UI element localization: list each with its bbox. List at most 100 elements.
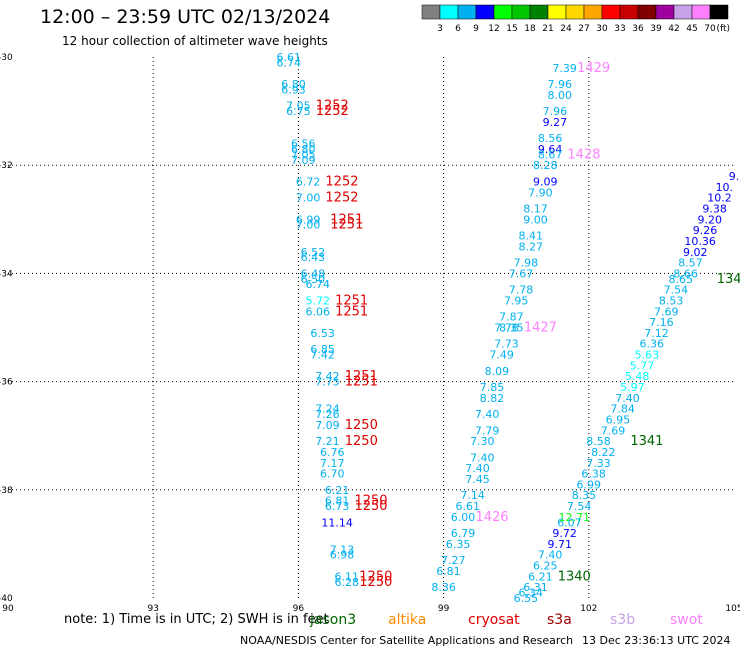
- wave-height-label: 7.96: [543, 105, 568, 118]
- colorbar-label: 21: [542, 24, 553, 34]
- wave-height-label: 9.38: [702, 202, 727, 215]
- track-id-label: 1429: [577, 61, 610, 76]
- wave-height-label: 7.90: [528, 186, 553, 199]
- wave-height-label: 7.00: [296, 219, 321, 232]
- wave-height-label: 6.43: [301, 251, 326, 264]
- wave-height-label: 6.38: [581, 468, 606, 481]
- wave-height-label: 7.42: [310, 349, 335, 362]
- wave-height-label: 7.67: [509, 267, 534, 280]
- wave-height-label: 6.07: [557, 516, 582, 529]
- colorbar-label: 45: [686, 24, 697, 34]
- satellite-legend-swot: swot: [670, 612, 703, 628]
- note-text: note: 1) Time is in UTC; 2) SWH is in fe…: [64, 612, 329, 627]
- track-id-label: 134: [717, 272, 740, 287]
- wave-height-label: 6.56: [291, 138, 316, 151]
- colorbar-label: 18: [524, 24, 536, 34]
- wave-height-label: 6.36: [639, 338, 664, 351]
- data-labels: 6.616.746.806.937.056.756.566.807.057.09…: [276, 51, 740, 605]
- wave-height-label: 6.55: [514, 592, 539, 605]
- colorbar-swatch: [475, 4, 495, 20]
- wave-height-label: 6.28: [335, 576, 360, 589]
- track-id-label: 1428: [567, 147, 600, 162]
- colorbar-swatch: [583, 4, 603, 20]
- wave-height-label: 7.24: [315, 403, 340, 416]
- wave-height-label: 9.72: [552, 527, 577, 540]
- colorbar-label: 70: [704, 24, 716, 34]
- colorbar-label: 15: [506, 24, 517, 34]
- track-id-label: 1426: [475, 510, 508, 525]
- wave-height-label: 7.16: [649, 316, 674, 329]
- colorbar-label: 33: [614, 24, 625, 34]
- colorbar-swatch: [673, 4, 693, 20]
- wave-height-label: 6.06: [306, 305, 331, 318]
- wave-height-label: 7.40: [538, 549, 563, 562]
- wave-height-label: 6.76: [320, 446, 345, 459]
- colorbar-swatch: [439, 4, 459, 20]
- wave-height-label: 7.95: [504, 294, 529, 307]
- track-id-label: 1250: [359, 575, 392, 590]
- wave-height-label: 6.72: [296, 175, 321, 188]
- wave-height-label: 7.78: [509, 284, 534, 297]
- wave-height-label: 11.14: [321, 516, 353, 529]
- wave-height-label: 7.27: [441, 554, 466, 567]
- credit-text: NOAA/NESDIS Center for Satellite Applica…: [240, 634, 574, 647]
- wave-height-label: 6.53: [310, 327, 335, 340]
- y-tick-label: -32: [0, 161, 13, 171]
- satellite-legend-s3b: s3b: [610, 612, 636, 628]
- colorbar-swatch: [529, 4, 549, 20]
- wave-height-label: 8.65: [669, 273, 694, 286]
- wave-height-label: 6.93: [281, 83, 306, 96]
- wave-height-label: 6.95: [606, 413, 631, 426]
- wave-height-label: 6.75: [286, 105, 311, 118]
- y-tick-label: -36: [0, 378, 13, 388]
- colorbar-swatch: [493, 4, 513, 20]
- wave-height-label: 7.54: [664, 284, 689, 297]
- wave-height-label: 6.31: [523, 581, 548, 594]
- wave-height-label: 6.50: [301, 273, 326, 286]
- colorbar-label: 9: [473, 24, 479, 34]
- wave-height-label: 8.57: [678, 257, 703, 270]
- wave-height-label: 7.05: [291, 148, 316, 161]
- wave-height-label: 7.33: [586, 457, 611, 470]
- wave-height-label: 5.77: [630, 359, 655, 372]
- wave-height-label: 7.39: [552, 62, 577, 75]
- x-tick-label: 90: [2, 604, 14, 614]
- track-id-label: 1251: [335, 304, 368, 319]
- wave-height-label: 7.69: [601, 424, 626, 437]
- wave-height-label: 6.74: [306, 278, 331, 291]
- wave-height-label: 6.99: [296, 213, 321, 226]
- colorbar-swatch: [637, 4, 657, 20]
- wave-height-label: 8.27: [518, 240, 543, 253]
- wave-height-label: 6.80: [281, 78, 306, 91]
- wave-height-label: 7.42: [315, 370, 340, 383]
- wave-height-label: 6.11: [335, 570, 360, 583]
- wave-height-label: 7.40: [475, 408, 500, 421]
- colorbar: 3 6 9 12 15 18 21 24 27 30 33 36 39 42 45 70 (ft): [421, 4, 730, 34]
- track-id-label: 1250: [354, 494, 387, 509]
- y-tick-label: -30: [0, 53, 13, 63]
- colorbar-swatch: [421, 4, 441, 20]
- x-tick-label: 96: [293, 604, 305, 614]
- colorbar-label: 42: [668, 24, 679, 34]
- track-id-label: 1251: [330, 212, 363, 227]
- wave-height-label: 6.00: [451, 511, 476, 524]
- wave-height-label: 10.2: [707, 192, 732, 205]
- satellite-legend-altika: altika: [388, 612, 427, 628]
- wave-height-label: 7.49: [489, 349, 514, 362]
- wave-height-label: 8.66: [673, 267, 698, 280]
- wave-height-label: 9.02: [683, 246, 708, 259]
- wave-height-label: 6.74: [276, 56, 301, 69]
- wave-height-label: 9.71: [548, 538, 573, 551]
- track-id-label: 1252: [325, 174, 358, 189]
- wave-height-label: 6.21: [528, 570, 553, 583]
- wave-height-label: 7.84: [610, 403, 635, 416]
- wave-height-label: 7.73: [494, 338, 519, 351]
- x-tick-label: 93: [147, 604, 158, 614]
- wave-height-label: 7.79: [475, 424, 500, 437]
- wave-height-label: 7.85: [480, 381, 505, 394]
- wave-height-label: 9.64: [538, 143, 563, 156]
- wave-height-label: 8.53: [659, 294, 684, 307]
- colorbar-swatch: [655, 4, 675, 20]
- colorbar-unit: (ft): [716, 24, 730, 34]
- y-tick-labels: -30 -32 -34 -36 -38 -40: [0, 53, 13, 604]
